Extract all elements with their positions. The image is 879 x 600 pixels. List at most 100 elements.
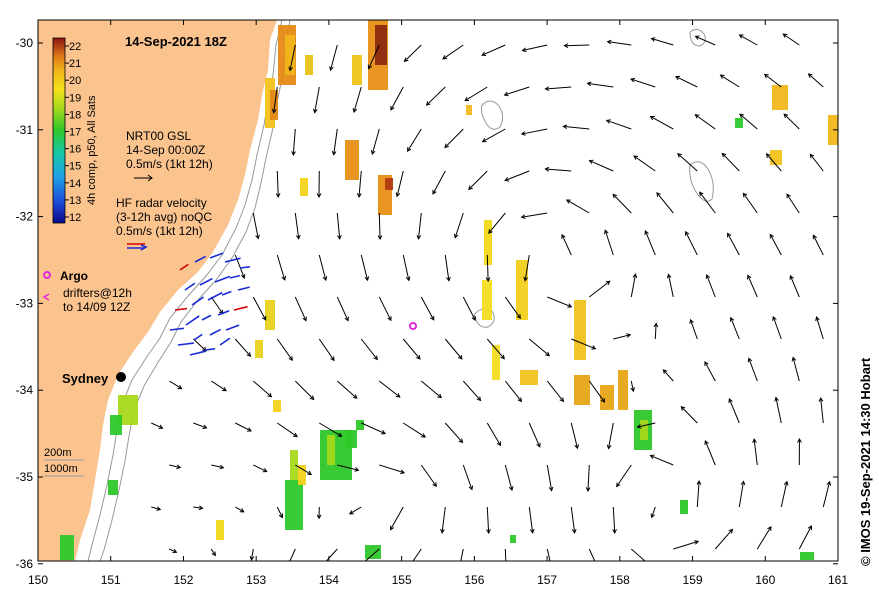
y-tick-label: -33: [16, 296, 34, 310]
current-vector-head: [488, 229, 493, 234]
current-vector: [319, 422, 342, 437]
current-vector: [739, 113, 758, 130]
current-vector: [390, 86, 404, 111]
current-vector: [253, 464, 267, 472]
y-tick-label: -36: [16, 557, 34, 571]
current-vector-head: [331, 150, 337, 156]
x-tick-label: 150: [28, 573, 48, 587]
current-vector: [444, 422, 463, 443]
colorbar-tick-label: 15: [69, 161, 81, 173]
current-vector: [730, 317, 740, 340]
sst-patch: [265, 300, 275, 330]
current-vector-head: [440, 528, 445, 534]
current-vector: [612, 194, 632, 214]
current-vector: [276, 506, 283, 518]
current-vector-head: [337, 432, 343, 437]
gsl-legend-line3: 0.5m/s (1kt 12h): [126, 157, 213, 171]
current-vector: [488, 212, 506, 234]
current-vector-head: [807, 525, 812, 531]
current-vector-head: [586, 81, 592, 87]
current-vector-head: [198, 505, 204, 511]
current-vector-head: [521, 47, 527, 53]
current-vector: [613, 334, 631, 340]
current-vector-head: [444, 143, 449, 149]
current-vector-head: [309, 395, 315, 401]
sst-patch: [618, 370, 628, 410]
current-vector-head: [626, 333, 632, 338]
current-vector: [633, 155, 656, 172]
current-vector: [528, 506, 534, 533]
gsl-legend-line1: NRT00 GSL: [126, 129, 191, 143]
current-vector-head: [403, 57, 409, 63]
current-vector-head: [370, 150, 376, 156]
current-vector-head: [685, 230, 690, 236]
current-vector-head: [523, 276, 528, 282]
current-vector: [169, 380, 182, 390]
argo-float-marker: [409, 322, 417, 330]
current-vector: [563, 125, 590, 130]
current-vector: [169, 464, 181, 469]
current-vector-head: [281, 275, 287, 281]
current-vector: [295, 464, 312, 475]
current-vector: [606, 119, 632, 130]
current-vector-head: [739, 113, 745, 119]
current-vector: [772, 316, 782, 340]
current-vector: [444, 338, 463, 360]
drifter-marker-icon: [42, 293, 50, 301]
current-vector-head: [267, 392, 273, 398]
current-vector: [294, 296, 307, 321]
current-vector: [656, 192, 674, 214]
current-vector: [673, 540, 699, 550]
current-vector: [460, 548, 464, 561]
current-vector-head: [606, 39, 612, 45]
colorbar-tick-label: 22: [69, 41, 81, 53]
current-vector: [444, 128, 464, 148]
current-vector: [753, 439, 758, 466]
sst-patch: [680, 500, 688, 514]
current-vector: [812, 235, 824, 256]
argo-legend-label: Argo: [60, 269, 88, 283]
current-vector-head: [239, 508, 245, 513]
current-vector: [504, 380, 522, 402]
sst-patch: [216, 520, 224, 540]
current-vector-head: [442, 55, 448, 60]
current-vector-head: [275, 193, 281, 199]
current-vector: [607, 41, 632, 46]
current-vector: [822, 481, 831, 508]
current-vector: [630, 548, 646, 561]
current-vector: [294, 212, 300, 239]
colorbar-tick-label: 16: [69, 144, 81, 156]
current-vector: [699, 191, 716, 214]
current-vector: [464, 86, 488, 102]
sst-patch: [270, 90, 278, 120]
current-vector-head: [262, 315, 267, 321]
current-vector: [211, 380, 227, 392]
current-vector: [250, 548, 254, 560]
current-vector-head: [783, 113, 789, 119]
isobath-legend-200m: 200m: [44, 447, 72, 459]
current-vector-head: [389, 525, 395, 531]
current-vector-head: [457, 571, 461, 575]
current-vector-head: [400, 469, 406, 475]
current-vector-head: [446, 276, 451, 282]
current-vector-head: [536, 442, 541, 448]
current-vector: [277, 422, 298, 437]
current-vector: [604, 230, 614, 256]
current-vector: [289, 548, 296, 561]
current-vector-head: [719, 74, 725, 79]
current-vector-head: [278, 513, 284, 519]
current-vector: [766, 153, 782, 172]
current-vector-head: [666, 273, 672, 279]
current-vector: [504, 464, 513, 491]
current-vector: [546, 380, 564, 402]
current-vector-head: [548, 486, 554, 492]
current-vector-head: [457, 354, 463, 360]
gsl-scale-arrow-icon: [134, 174, 153, 182]
current-vector: [545, 86, 572, 90]
sst-patch: [574, 375, 590, 405]
current-vector-head: [705, 274, 711, 280]
sst-patch: [255, 340, 263, 358]
current-vector-head: [416, 354, 421, 360]
current-vector-head: [704, 361, 709, 366]
sst-patch: [600, 385, 614, 410]
